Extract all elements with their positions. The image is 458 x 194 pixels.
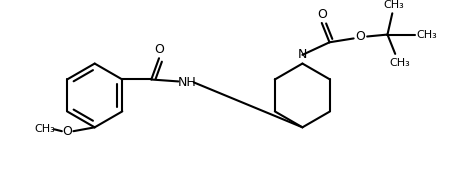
Text: CH₃: CH₃ — [390, 58, 410, 68]
Text: O: O — [63, 125, 72, 138]
Text: CH₃: CH₃ — [34, 124, 55, 134]
Text: O: O — [317, 8, 327, 21]
Text: CH₃: CH₃ — [417, 29, 437, 40]
Text: NH: NH — [178, 76, 196, 89]
Text: N: N — [298, 48, 307, 61]
Text: CH₃: CH₃ — [383, 0, 403, 10]
Text: O: O — [154, 43, 164, 56]
Text: O: O — [355, 30, 365, 43]
